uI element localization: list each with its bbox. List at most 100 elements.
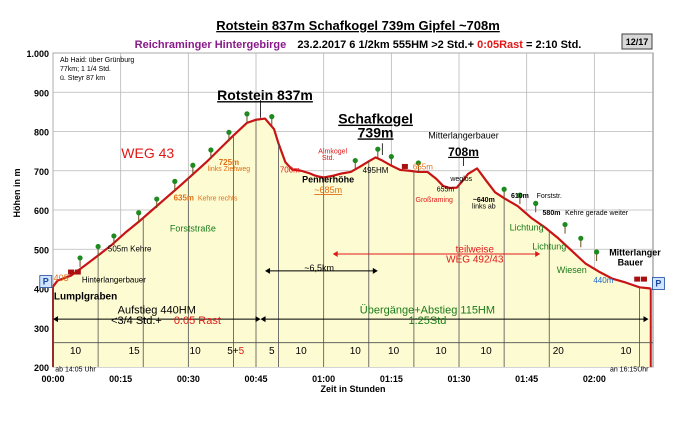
annotation-label: ~6,5km xyxy=(304,263,334,273)
tree-crown xyxy=(578,235,584,241)
annotation-label: 1:25Std xyxy=(408,315,446,327)
annotation-label: Pennerhöhe xyxy=(302,175,354,185)
annotation-label: ab 14:05 Uhr xyxy=(55,367,96,374)
annotation-label: 700m xyxy=(280,165,300,174)
segment-minutes-value: 10 xyxy=(388,346,400,357)
y-tick-label: 400 xyxy=(34,285,49,295)
info-line-2: 77km; 1 1/4 Std. xyxy=(60,66,111,73)
info-line-3: ü. Steyr 87 km xyxy=(60,75,105,82)
segment-minutes-value: 20 xyxy=(553,346,565,357)
ascent-span-head-right xyxy=(255,316,261,323)
segment-minutes: 10 xyxy=(388,346,400,357)
y-tick-label: 700 xyxy=(34,167,49,177)
subtitle-details: 23.2.2017 6 1/2km 555HM >2 Std.+ xyxy=(297,39,477,51)
annotation-label: Lichtung xyxy=(510,222,544,232)
tree-crown xyxy=(77,255,83,261)
annotation-label: Mitterlangerbauer xyxy=(428,131,499,141)
segment-minutes: 10 xyxy=(70,346,82,357)
x-tick-label: 00:45 xyxy=(244,374,267,384)
annotation-label: Kehre rechts xyxy=(198,196,238,203)
annotation-label: P xyxy=(43,277,49,287)
annotation-label: 0:05 Rast xyxy=(174,315,221,327)
tree-crown xyxy=(415,160,422,166)
annotation-label: Wiesen xyxy=(557,265,587,275)
y-tick-label: 900 xyxy=(34,88,49,98)
annotation-label: P xyxy=(655,279,661,289)
y-tick-label: 1.000 xyxy=(26,49,49,59)
tree-crown xyxy=(226,129,232,135)
annotation-label: 495HM xyxy=(363,166,389,175)
tree-crown xyxy=(136,210,142,216)
descent-span-head-right xyxy=(643,316,649,323)
segment-minutes: 10 xyxy=(435,346,447,357)
segment-minutes-value: 10 xyxy=(481,346,493,357)
annotation-label: 580m xyxy=(543,210,561,217)
annotation-label: 505m Kehre xyxy=(108,245,152,254)
x-tick-label: 02:00 xyxy=(583,374,606,384)
ascent-span-head-left xyxy=(53,316,58,323)
decorations xyxy=(39,100,665,323)
segment-minutes: 10 xyxy=(296,346,308,357)
tree-crown xyxy=(375,146,381,152)
annotation-label: links Ziehweg xyxy=(208,166,251,173)
subtitle-rest: 0:05Rast xyxy=(477,39,523,51)
x-axis-label: Zeit in Stunden xyxy=(321,384,386,394)
annotation-label: Kehre gerade weiter xyxy=(565,210,629,217)
annotation-label: Almkogel xyxy=(318,148,347,155)
tree-crown xyxy=(208,147,214,153)
x-tick-label: 01:15 xyxy=(380,374,403,384)
tree-crown xyxy=(517,192,523,198)
house-icon xyxy=(634,276,641,282)
segment-separators: 10 15 10 5+5 5 10 10 10 10 10 20 10 xyxy=(52,119,653,367)
annotation-label: Rotstein 837m xyxy=(217,87,313,103)
weg-arrow-head-right xyxy=(535,250,541,257)
axis-tick-labels: 200 300 400 500 600 700 800 900 1.000 00:00 00:15 0… xyxy=(26,49,605,384)
info-line-1: Ab Haid: über Grünburg xyxy=(60,57,134,64)
segment-minutes-value: 5 xyxy=(269,346,275,357)
y-tick-label: 800 xyxy=(34,128,49,138)
annotation-label: 708m xyxy=(448,145,479,159)
tree-crown xyxy=(154,196,160,202)
segment-minutes: 10 xyxy=(190,346,202,357)
tree-crown xyxy=(95,243,101,250)
tree-crown xyxy=(244,111,250,117)
annotation-label: Mitterlanger xyxy=(609,248,661,258)
segment-minutes-value: 5+ xyxy=(227,346,239,357)
tree-crown xyxy=(388,154,394,160)
annotation-label: WEG 43 xyxy=(121,145,174,161)
x-tick-label: 01:45 xyxy=(515,374,538,384)
annotation-label: Hinterlangerbauer xyxy=(82,276,146,285)
house-icon xyxy=(401,163,408,169)
house-icon xyxy=(640,276,647,282)
annotation-label: Forststr. xyxy=(537,193,562,200)
annotation-label: <3/4 Std.+ xyxy=(111,315,162,327)
segment-minutes-value: 15 xyxy=(129,346,141,357)
segment-minutes-value: 10 xyxy=(296,346,308,357)
annotation-label: links ab xyxy=(472,203,496,210)
annotation-label: Lichtung xyxy=(532,241,566,251)
annotation-label: Übergänge+Abstieg 115HM xyxy=(360,305,495,317)
annotation-label: ~685m xyxy=(314,185,342,195)
annotation-label: 635m xyxy=(174,194,194,203)
x-tick-label: 00:30 xyxy=(177,374,200,384)
tree-crown xyxy=(501,186,507,192)
annotation-label: 725m xyxy=(219,158,239,167)
tree-crown xyxy=(533,200,539,206)
page-badge: 12/17 xyxy=(626,37,649,47)
weg-arrow-head-left xyxy=(332,250,338,257)
page-badge-box xyxy=(621,33,653,50)
tree-crown xyxy=(190,162,196,168)
parking-end-box xyxy=(652,277,665,290)
annotation-label: Bauer xyxy=(618,258,644,268)
annotation-label: Großraming xyxy=(416,197,453,204)
segment-minutes: 10 xyxy=(481,346,493,357)
chart-subtitle: Reichraminger Hintergebirge 23.2.2017 6 … xyxy=(135,39,582,51)
annotation-label: weglos xyxy=(449,176,472,183)
tree-crown xyxy=(172,178,178,184)
subtitle-region: Reichraminger Hintergebirge xyxy=(135,39,287,51)
annotation-label: an 16:15Uhr xyxy=(610,367,649,374)
segment-minutes: 5+5 xyxy=(227,346,244,357)
